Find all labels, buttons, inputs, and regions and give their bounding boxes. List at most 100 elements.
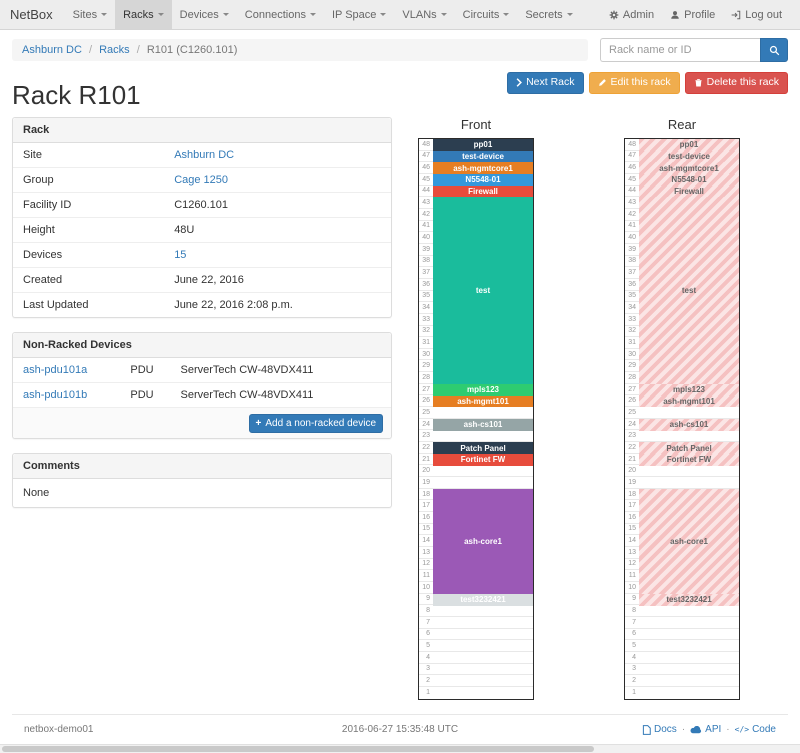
footer-link-api[interactable]: API	[690, 724, 721, 735]
rack-unit-4: 4	[625, 652, 739, 664]
unit-number: 15	[422, 525, 430, 533]
unit-number: 25	[628, 408, 636, 416]
rack-device-front-ash-cs101[interactable]: ash-cs101	[433, 419, 533, 431]
unit-number: 47	[422, 152, 430, 160]
rack-device-rear-ash-core1[interactable]: ash-core1	[639, 489, 739, 594]
unit-number: 46	[422, 164, 430, 172]
nav-item-label: Connections	[244, 8, 306, 21]
rack-unit-19: 19	[419, 477, 533, 489]
next-rack-button[interactable]: Next Rack	[507, 72, 584, 94]
nav-item-logout[interactable]: Log out	[723, 0, 790, 29]
front-elevation-title: Front	[460, 117, 492, 132]
unit-number: 37	[422, 269, 430, 277]
rack-device-rear-fortinet-fw[interactable]: Fortinet FW	[639, 454, 739, 466]
scrollbar-thumb[interactable]	[2, 746, 594, 752]
edit-rack-button[interactable]: Edit this rack	[588, 72, 680, 94]
footer-link-docs[interactable]: Docs	[642, 724, 677, 735]
unit-number: 7	[632, 618, 636, 626]
rack-device-front-fortinet-fw[interactable]: Fortinet FW	[433, 454, 533, 466]
footer-link-label: API	[705, 724, 722, 735]
rack-device-front-n5548-01[interactable]: N5548-01	[433, 174, 533, 186]
unit-number: 35	[422, 292, 430, 300]
attr-value-link[interactable]: Ashburn DC	[174, 149, 235, 161]
unit-number: 43	[628, 199, 636, 207]
delete-rack-label: Delete this rack	[706, 76, 779, 88]
chevron-down-icon	[222, 13, 229, 16]
unit-number: 38	[422, 257, 430, 265]
rack-device-front-patch-panel[interactable]: Patch Panel	[433, 442, 533, 454]
rack-device-rear-mpls123[interactable]: mpls123	[639, 384, 739, 396]
rack-device-rear-test-device[interactable]: test-device	[639, 150, 739, 163]
unit-number: 4	[426, 653, 430, 661]
attr-row-height: Height 48U	[13, 217, 391, 242]
unit-number: 22	[422, 443, 430, 451]
nav-item-devices[interactable]: Devices	[172, 0, 237, 29]
search-button[interactable]	[760, 38, 788, 62]
horizontal-scrollbar[interactable]	[0, 744, 800, 753]
nav-item-ip-space[interactable]: IP Space	[324, 0, 394, 29]
unit-number: 47	[628, 152, 636, 160]
rack-device-rear-pp01[interactable]: pp01	[639, 139, 739, 151]
footer-link-code[interactable]: </> Code	[735, 724, 776, 735]
rack-device-front-test-device[interactable]: test-device	[433, 150, 533, 163]
unit-number: 48	[422, 140, 430, 148]
edit-rack-label: Edit this rack	[610, 76, 671, 88]
rack-device-rear-n5548-01[interactable]: N5548-01	[639, 174, 739, 186]
nav-item-sites[interactable]: Sites	[65, 0, 115, 29]
nav-item-racks[interactable]: Racks	[115, 0, 172, 29]
nav-item-admin[interactable]: Admin	[601, 0, 662, 29]
rack-device-front-test3232421[interactable]: test3232421	[433, 594, 533, 606]
attr-value-link[interactable]: 15	[174, 249, 187, 261]
device-link[interactable]: ash-pdu101b	[23, 389, 88, 401]
attr-value-link[interactable]: Cage 1250	[174, 174, 229, 186]
rack-device-rear-patch-panel[interactable]: Patch Panel	[639, 442, 739, 454]
rack-device-front-pp01[interactable]: pp01	[433, 139, 533, 151]
nonracked-panel-footer: Add a non-racked device	[13, 407, 391, 438]
doc-icon	[642, 724, 651, 735]
unit-number: 3	[426, 665, 430, 673]
rack-front: 48 47 46 45 44 43 42 41 40 39 38 37 36 35 34 33 32 31 30 29…	[418, 138, 534, 700]
nav-item-profile[interactable]: Profile	[662, 0, 723, 29]
unit-number: 5	[426, 642, 430, 650]
nav-item-connections[interactable]: Connections	[237, 0, 324, 29]
add-nonracked-device-button[interactable]: Add a non-racked device	[248, 414, 383, 433]
unit-number: 27	[422, 385, 430, 393]
rack-device-front-mpls123[interactable]: mpls123	[433, 384, 533, 396]
unit-number: 42	[422, 210, 430, 218]
breadcrumb-site-link[interactable]: Ashburn DC	[22, 44, 82, 56]
rack-device-front-ash-core1[interactable]: ash-core1	[433, 489, 533, 594]
rack-unit-6: 6	[419, 629, 533, 641]
rack-device-rear-firewall[interactable]: Firewall	[639, 185, 739, 198]
unit-number: 16	[422, 513, 430, 521]
device-link[interactable]: ash-pdu101a	[23, 364, 88, 376]
rack-device-rear-ash-cs101[interactable]: ash-cs101	[639, 419, 739, 431]
rack-device-front-test[interactable]: test	[433, 197, 533, 384]
search-input[interactable]	[600, 38, 760, 62]
delete-rack-button[interactable]: Delete this rack	[684, 72, 788, 94]
rack-device-front-ash-mgmt101[interactable]: ash-mgmt101	[433, 395, 533, 408]
rack-device-rear-test[interactable]: test	[639, 197, 739, 384]
rack-device-front-firewall[interactable]: Firewall	[433, 185, 533, 198]
unit-number: 6	[426, 630, 430, 638]
front-elevation: Front 48 47 46 45 44 43 42 41 40 39 38 37 36 35 34 33 32…	[418, 117, 534, 700]
navbar-brand[interactable]: NetBox	[10, 7, 53, 22]
rack-device-rear-ash-mgmtcore1[interactable]: ash-mgmtcore1	[639, 162, 739, 174]
unit-number: 48	[628, 140, 636, 148]
rack-device-rear-test3232421[interactable]: test3232421	[639, 594, 739, 606]
rack-device-rear-ash-mgmt101[interactable]: ash-mgmt101	[639, 395, 739, 408]
nav-item-vlans[interactable]: VLANs	[394, 0, 454, 29]
breadcrumb-racks-link[interactable]: Racks	[99, 44, 130, 56]
trash-icon	[694, 78, 703, 87]
nonracked-device-row: ash-pdu101a PDU ServerTech CW-48VDX411	[13, 358, 391, 382]
rack-unit-3: 3	[419, 664, 533, 676]
breadcrumb-current: R101 (C1260.101)	[146, 44, 238, 56]
rack-device-front-ash-mgmtcore1[interactable]: ash-mgmtcore1	[433, 162, 533, 174]
nav-item-circuits[interactable]: Circuits	[455, 0, 518, 29]
unit-number: 36	[628, 280, 636, 288]
unit-number: 20	[422, 467, 430, 475]
nav-item-secrets[interactable]: Secrets	[517, 0, 580, 29]
unit-number: 1	[426, 689, 430, 697]
nav-item-label: VLANs	[402, 8, 437, 21]
unit-number: 24	[422, 420, 430, 428]
rack-unit-8: 8	[419, 605, 533, 617]
